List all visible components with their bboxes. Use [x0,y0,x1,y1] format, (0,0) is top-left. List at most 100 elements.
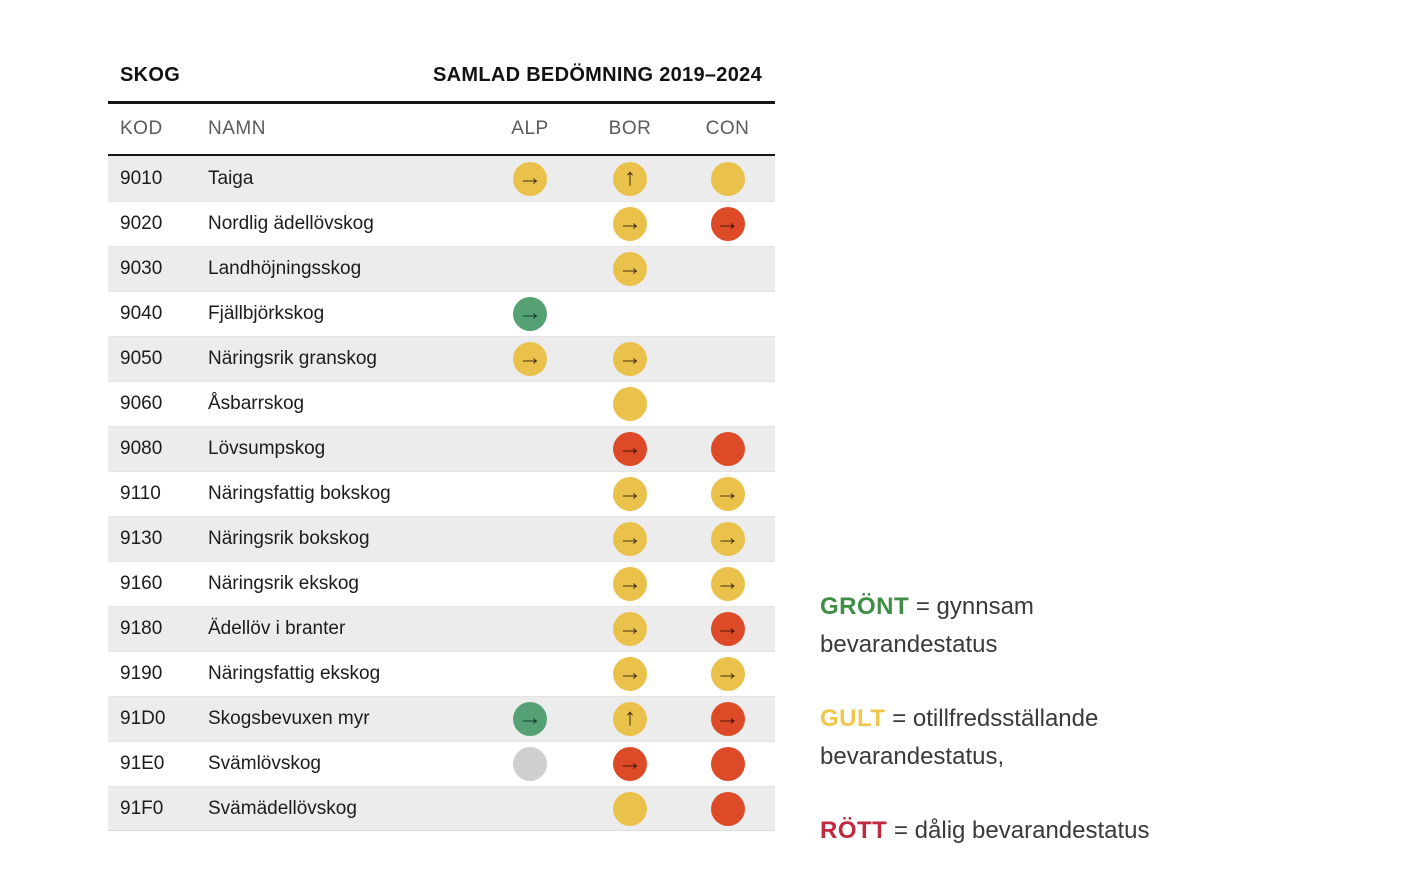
trend-right-icon: → [618,749,642,776]
row-code: 9050 [120,348,163,369]
cell-con: → [680,612,775,646]
trend-right-icon: → [715,659,740,686]
row-name: Näringsrik ekskog [208,573,359,594]
table-row: 91E0 Svämlövskog → [108,741,775,786]
status-legend: GRÖNT = gynnsam bevarandestatus GULT = o… [820,588,1260,886]
trend-right-icon: → [715,524,740,551]
cell-con [680,432,775,466]
status-dot-red [710,791,745,826]
table-row: 9010 Taiga → ↑ [108,156,775,201]
status-dot-red [710,432,745,466]
table-row: 9080 Lövsumpskog → [108,426,775,471]
cell-con: → [680,477,775,511]
cell-alp: → [480,342,580,376]
trend-right-icon: → [715,704,740,731]
status-dot-green: → [513,297,547,331]
table-row: 9060 Åsbarrskog [108,381,775,426]
trend-right-icon: → [618,479,642,506]
status-dot-yellow: → [613,207,647,241]
legend-item: GULT = otillfredsställande bevarandestat… [820,700,1260,776]
cell-bor: → [580,432,680,466]
table-row: 9030 Landhöjningsskog → [108,246,775,291]
trend-right-icon: → [715,209,740,236]
status-dot-yellow: → [613,657,647,691]
row-name: Ädellöv i branter [208,618,346,639]
cell-con: → [680,207,775,241]
row-code: 9060 [120,393,163,414]
row-name: Åsbarrskog [208,393,305,414]
trend-right-icon: → [618,254,642,281]
status-dot-yellow: → [613,522,647,556]
column-header-bor: BOR [608,118,652,139]
row-name: Näringsfattig bokskog [208,483,391,504]
cell-bor: → [580,567,680,601]
table-row: 9110 Näringsfattig bokskog → → [108,471,775,516]
cell-bor: ↑ [580,161,680,196]
table-row: 9160 Näringsrik ekskog → → [108,561,775,606]
table-body: 9010 Taiga → ↑ 9020 Nordlig ädellövskog … [108,156,775,831]
row-name: Näringsrik granskog [208,348,377,369]
cell-bor: → [580,477,680,511]
table-row: 9190 Näringsfattig ekskog → → [108,651,775,696]
trend-right-icon: → [518,163,542,191]
status-dot-yellow [710,161,745,196]
cell-alp [480,747,580,781]
row-name: Svämlövskog [208,753,321,774]
trend-right-icon: → [715,614,740,641]
table-row: 9020 Nordlig ädellövskog → → [108,201,775,246]
legend-definition-line1: = dålig bevarandestatus [894,817,1150,844]
legend-item: RÖTT = dålig bevarandestatus [820,812,1260,850]
status-dot-red: → [710,612,745,646]
row-code: 9010 [120,167,163,189]
table-title-bar: SKOG SAMLAD BEDÖMNING 2019–2024 [108,56,775,104]
trend-right-icon: → [518,299,542,326]
trend-right-icon: → [618,614,642,641]
row-name: Näringsfattig ekskog [208,663,381,684]
cell-con [680,747,775,781]
trend-right-icon: → [518,344,542,371]
legend-term: GRÖNT [820,593,910,620]
cell-con [680,791,775,826]
cell-alp: → [480,297,580,331]
status-dot-red: → [613,747,647,781]
table-title-left: SKOG [120,64,181,86]
cell-alp: → [480,161,580,196]
column-header-kod: KOD [120,118,163,139]
status-dot-yellow: → [613,342,647,376]
status-dot-red: → [710,207,745,241]
status-dot-yellow [613,387,647,421]
trend-right-icon: → [715,569,740,596]
status-dot-red: → [613,432,647,466]
trend-up-icon: ↑ [624,163,636,191]
row-code: 91E0 [120,753,165,774]
row-code: 9020 [120,213,163,234]
status-dot-yellow: → [613,477,647,511]
cell-con: → [680,567,775,601]
row-name: Nordlig ädellövskog [208,213,374,234]
cell-bor: → [580,342,680,376]
row-code: 9130 [120,528,163,549]
cell-bor: ↑ [580,702,680,736]
table-row: 91F0 Svämädellövskog [108,786,775,831]
status-dot-yellow: → [513,161,547,196]
row-code: 9040 [120,303,163,324]
trend-right-icon: → [618,659,642,686]
status-dot-yellow: → [613,612,647,646]
cell-con: → [680,702,775,736]
status-dot-yellow: → [613,567,647,601]
row-code: 9080 [120,438,163,459]
status-dot-red: → [710,702,745,736]
status-dot-yellow: → [710,477,745,511]
row-code: 9160 [120,573,163,594]
row-code: 9030 [120,258,163,279]
cell-bor: → [580,657,680,691]
status-dot-yellow: → [613,252,647,286]
table-row: 91D0 Skogsbevuxen myr → ↑ → [108,696,775,741]
column-header-namn: NAMN [208,118,266,139]
cell-bor: → [580,522,680,556]
legend-definition-line2: bevarandestatus [820,631,998,658]
legend-item: GRÖNT = gynnsam bevarandestatus [820,588,1260,664]
row-name: Fjällbjörkskog [208,303,325,324]
table-row: 9040 Fjällbjörkskog → [108,291,775,336]
legend-definition-line2: bevarandestatus, [820,743,1005,770]
